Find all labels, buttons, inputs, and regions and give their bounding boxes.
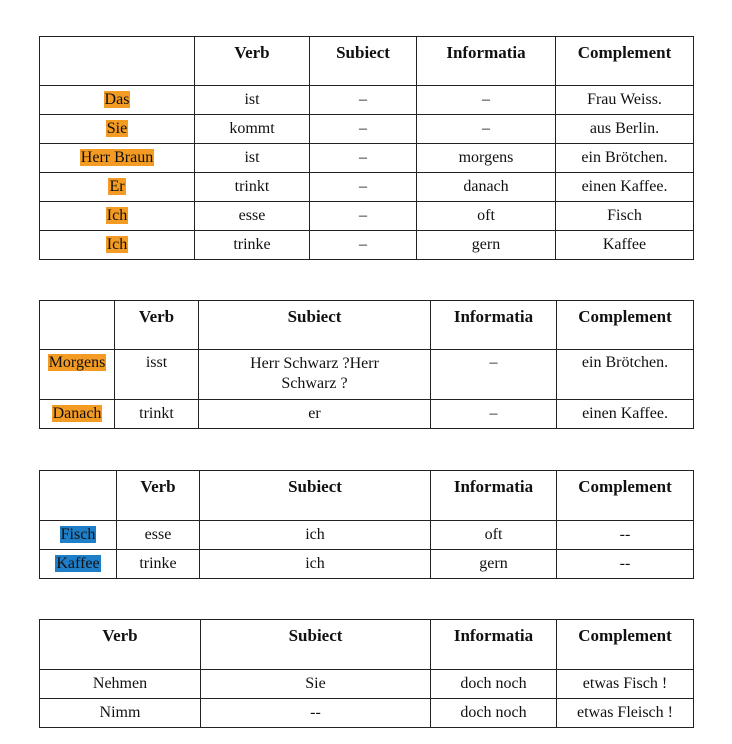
header-subiect: Subiect	[198, 300, 431, 350]
subject-cell: Herr Schwarz ?Herr Schwarz ?	[198, 349, 431, 400]
dash-cell: –	[309, 143, 417, 173]
subject-line: Herr Schwarz ?Herr	[250, 355, 379, 372]
informatia-cell: gern	[416, 230, 556, 260]
first-cell: Fisch	[59, 526, 97, 543]
header-verb: Verb	[194, 36, 310, 86]
verb-cell: trinkt	[114, 399, 199, 429]
verb-cell: isst	[114, 349, 199, 400]
informatia-cell: –	[430, 399, 557, 429]
informatia-cell: doch noch	[430, 698, 557, 728]
header-empty	[39, 36, 195, 86]
verb-cell: trinkt	[194, 172, 310, 202]
subject-cell: er	[198, 399, 431, 429]
table-row: Nimm -- doch noch etwas Fleisch !	[39, 698, 694, 728]
verb-cell: ist	[194, 143, 310, 173]
complement-cell: Kaffee	[555, 230, 694, 260]
table-row: Sie kommt – – aus Berlin.	[39, 114, 694, 144]
table-row: Nehmen Sie doch noch etwas Fisch !	[39, 669, 694, 699]
complement-cell: Fisch	[555, 201, 694, 231]
verb-cell: trinke	[194, 230, 310, 260]
subject-cell: Ich	[105, 236, 129, 253]
header-complement: Complement	[555, 36, 694, 86]
dash-cell: –	[309, 172, 417, 202]
informatia-cell: danach	[416, 172, 556, 202]
header-subiect: Subiect	[309, 36, 417, 86]
table-row: Ich trinke – gern Kaffee	[39, 230, 694, 260]
header-informatia: Informatia	[430, 470, 557, 521]
table-row: Danach trinkt er – einen Kaffee.	[39, 399, 694, 429]
complement-cell: einen Kaffee.	[556, 399, 694, 429]
table-row: Das ist – – Frau Weiss.	[39, 85, 694, 115]
verb-cell: esse	[116, 520, 200, 550]
first-cell: Danach	[51, 405, 103, 422]
informatia-cell: gern	[430, 549, 557, 579]
first-cell: Morgens	[47, 354, 107, 371]
verb-cell: ist	[194, 85, 310, 115]
complement-cell: etwas Fisch !	[556, 669, 694, 699]
header-informatia: Informatia	[430, 619, 557, 670]
dash-cell: –	[309, 201, 417, 231]
table-object-first: Verb Subiect Informatia Complement Fisch…	[39, 470, 694, 579]
complement-cell: ein Brötchen.	[555, 143, 694, 173]
complement-cell: --	[556, 520, 694, 550]
subject-cell: Ich	[105, 207, 129, 224]
informatia-cell: –	[416, 114, 556, 144]
header-empty	[39, 470, 117, 521]
table-header-row: Verb Subiect Informatia Complement	[39, 619, 694, 670]
complement-cell: ein Brötchen.	[556, 349, 694, 400]
verb-cell: Nimm	[39, 698, 201, 728]
verb-cell: Nehmen	[39, 669, 201, 699]
header-complement: Complement	[556, 619, 694, 670]
complement-cell: Frau Weiss.	[555, 85, 694, 115]
complement-cell: einen Kaffee.	[555, 172, 694, 202]
header-verb: Verb	[114, 300, 199, 350]
subject-cell: ich	[199, 549, 431, 579]
header-verb: Verb	[116, 470, 200, 521]
subject-cell: Das	[103, 91, 131, 108]
table-header-row: Verb Subiect Informatia Complement	[39, 300, 694, 350]
table-header-row: Verb Subiect Informatia Complement	[39, 470, 694, 521]
table-row: Morgens isst Herr Schwarz ?Herr Schwarz …	[39, 349, 694, 400]
complement-cell: --	[556, 549, 694, 579]
first-cell: Kaffee	[55, 555, 101, 572]
header-complement: Complement	[556, 470, 694, 521]
table-subject-first: Verb Subiect Informatia Complement Das i…	[39, 36, 694, 260]
header-subiect: Subiect	[199, 470, 431, 521]
informatia-cell: –	[416, 85, 556, 115]
subject-cell: Sie	[105, 120, 129, 137]
table-row: Fisch esse ich oft --	[39, 520, 694, 550]
subject-cell: --	[200, 698, 431, 728]
table-header-row: Verb Subiect Informatia Complement	[39, 36, 694, 86]
verb-cell: kommt	[194, 114, 310, 144]
subject-line: Schwarz ?	[281, 375, 348, 392]
header-complement: Complement	[556, 300, 694, 350]
header-informatia: Informatia	[416, 36, 556, 86]
informatia-cell: oft	[416, 201, 556, 231]
informatia-cell: morgens	[416, 143, 556, 173]
table-row: Herr Braun ist – morgens ein Brötchen.	[39, 143, 694, 173]
complement-cell: etwas Fleisch !	[556, 698, 694, 728]
informatia-cell: oft	[430, 520, 557, 550]
dash-cell: –	[309, 85, 417, 115]
header-informatia: Informatia	[430, 300, 557, 350]
informatia-cell: –	[430, 349, 557, 400]
table-row: Ich esse – oft Fisch	[39, 201, 694, 231]
table-row: Kaffee trinke ich gern --	[39, 549, 694, 579]
verb-cell: trinke	[116, 549, 200, 579]
table-time-first: Verb Subiect Informatia Complement Morge…	[39, 300, 694, 429]
header-subiect: Subiect	[200, 619, 431, 670]
table-imperative: Verb Subiect Informatia Complement Nehme…	[39, 619, 694, 728]
header-verb: Verb	[39, 619, 201, 670]
subject-cell: Er	[108, 178, 126, 195]
dash-cell: –	[309, 230, 417, 260]
table-row: Er trinkt – danach einen Kaffee.	[39, 172, 694, 202]
complement-cell: aus Berlin.	[555, 114, 694, 144]
header-empty	[39, 300, 115, 350]
dash-cell: –	[309, 114, 417, 144]
subject-cell: Sie	[200, 669, 431, 699]
subject-cell: ich	[199, 520, 431, 550]
subject-cell: Herr Braun	[79, 149, 155, 166]
verb-cell: esse	[194, 201, 310, 231]
informatia-cell: doch noch	[430, 669, 557, 699]
